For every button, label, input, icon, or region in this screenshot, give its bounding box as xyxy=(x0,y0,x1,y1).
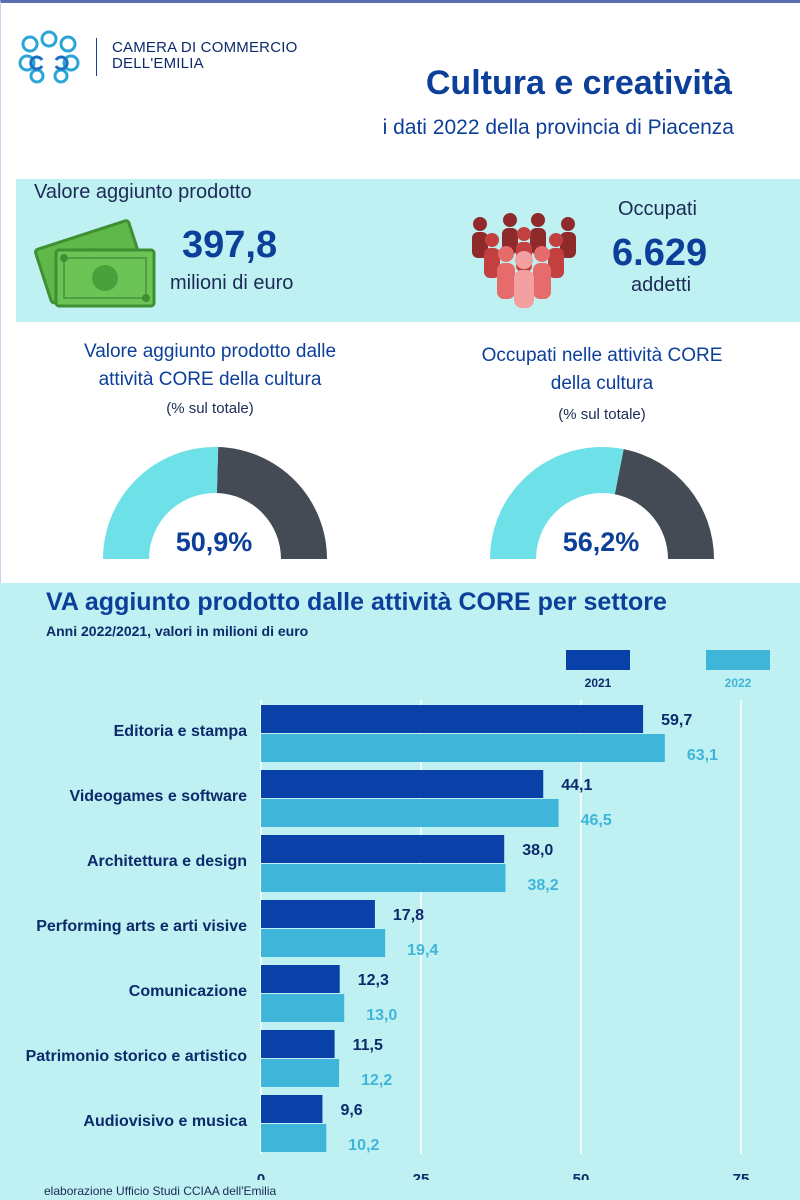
legend-swatch-2022 xyxy=(706,650,770,670)
gauge-occ-title: Occupati nelle attività CORE della cultu… xyxy=(420,342,784,398)
legend-label-2021: 2021 xyxy=(584,676,612,690)
gauge-va xyxy=(103,447,327,559)
org-line-2: DELL'EMILIA xyxy=(112,55,204,72)
footer-credit: elaborazione Ufficio Studi CCIAA dell'Em… xyxy=(44,1184,277,1198)
page-subtitle: i dati 2022 della provincia di Piacenza xyxy=(382,116,734,139)
kpi-occ-value: 6.629 xyxy=(612,232,708,274)
kpi-occ-unit: addetti xyxy=(631,274,692,296)
people-group-icon xyxy=(472,213,576,308)
kpi-va-value: 397,8 xyxy=(182,224,278,266)
bar-2022 xyxy=(261,734,665,762)
gauge-va-title-line-2: attività CORE della cultura xyxy=(98,369,322,390)
bar-value-label: 38,2 xyxy=(527,877,558,894)
org-line-1: CAMERA DI COMMERCIO xyxy=(112,39,298,56)
bar-2022 xyxy=(261,1124,327,1152)
bar-2021 xyxy=(261,900,375,928)
category-label: Editoria e stampa xyxy=(114,723,247,740)
bar-value-label: 11,5 xyxy=(353,1037,383,1054)
legend-label-2022: 2022 xyxy=(724,676,752,690)
gauge-va-title: Valore aggiunto prodotto dalle attività … xyxy=(28,338,392,394)
x-tick-label: 25 xyxy=(413,1171,430,1180)
x-tick-label: 0 xyxy=(257,1171,265,1180)
category-label: Videogames e software xyxy=(69,788,247,805)
gauge-occ xyxy=(490,447,714,559)
bar-value-label: 17,8 xyxy=(393,907,424,924)
kpi-occ-label: Occupati xyxy=(618,198,697,220)
organization-name: CAMERA DI COMMERCIO DELL'EMILIA xyxy=(112,40,297,72)
x-tick-label: 75 xyxy=(733,1171,750,1180)
gauge-remainder-arc xyxy=(216,447,327,559)
bar-2022 xyxy=(261,994,345,1022)
category-label: Performing arts e arti visive xyxy=(36,918,247,935)
gauge-va-title-line-1: Valore aggiunto prodotto dalle xyxy=(83,341,337,362)
logo-divider xyxy=(96,38,97,76)
bar-2021 xyxy=(261,1095,323,1123)
category-label: Patrimonio storico e artistico xyxy=(26,1048,248,1065)
bar-2021 xyxy=(261,770,544,798)
bar-value-label: 13,0 xyxy=(366,1007,397,1024)
bar-value-label: 46,5 xyxy=(581,812,612,829)
gauge-occ-title-line-1: Occupati nelle attività CORE xyxy=(481,345,723,366)
gauge-va-value: 50,9% xyxy=(175,527,253,557)
bar-2022 xyxy=(261,799,559,827)
money-icon xyxy=(34,219,156,308)
bar-value-label: 59,7 xyxy=(661,712,692,729)
bar-value-label: 9,6 xyxy=(340,1102,362,1119)
bar-value-label: 63,1 xyxy=(687,747,718,764)
x-tick-label: 50 xyxy=(573,1171,590,1180)
page-title: Cultura e creatività xyxy=(425,64,732,102)
bar-value-label: 19,4 xyxy=(407,942,438,959)
gauge-occ-value: 56,2% xyxy=(562,527,640,557)
kpi-va-label: Valore aggiunto prodotto xyxy=(34,181,252,203)
bar-value-label: 12,2 xyxy=(361,1072,392,1089)
gauge-va-subtitle: (% sul totale) xyxy=(166,400,254,417)
bar-value-label: 44,1 xyxy=(561,777,592,794)
bar-2021 xyxy=(261,965,340,993)
kpi-va-unit: milioni di euro xyxy=(170,272,294,294)
gauge-remainder-arc xyxy=(614,449,714,559)
category-label: Comunicazione xyxy=(129,983,247,1000)
gauge-value-arc xyxy=(103,447,219,559)
bar-value-label: 12,3 xyxy=(358,972,389,989)
bar-2021 xyxy=(261,835,505,863)
bar-value-label: 10,2 xyxy=(348,1137,379,1154)
chart-title: VA aggiunto prodotto dalle attività CORE… xyxy=(46,588,667,616)
gauge-occ-subtitle: (% sul totale) xyxy=(558,406,646,423)
legend-swatch-2021 xyxy=(566,650,630,670)
category-label: Architettura e design xyxy=(87,853,247,870)
bar-chart: 0 25 50 75 Editoria e stampa 59,7 63,1 Videogam… xyxy=(26,700,750,1180)
bar-2022 xyxy=(261,929,386,957)
bar-2022 xyxy=(261,1059,340,1087)
chamber-logo-icon xyxy=(18,30,80,84)
bar-value-label: 38,0 xyxy=(522,842,553,859)
bar-2021 xyxy=(261,1030,335,1058)
bar-2022 xyxy=(261,864,506,892)
gauge-occ-title-line-2: della cultura xyxy=(550,373,654,394)
chart-subtitle: Anni 2022/2021, valori in milioni di eur… xyxy=(46,623,309,639)
gauge-value-arc xyxy=(490,447,624,559)
category-label: Audiovisivo e musica xyxy=(83,1113,247,1130)
bar-2021 xyxy=(261,705,644,733)
